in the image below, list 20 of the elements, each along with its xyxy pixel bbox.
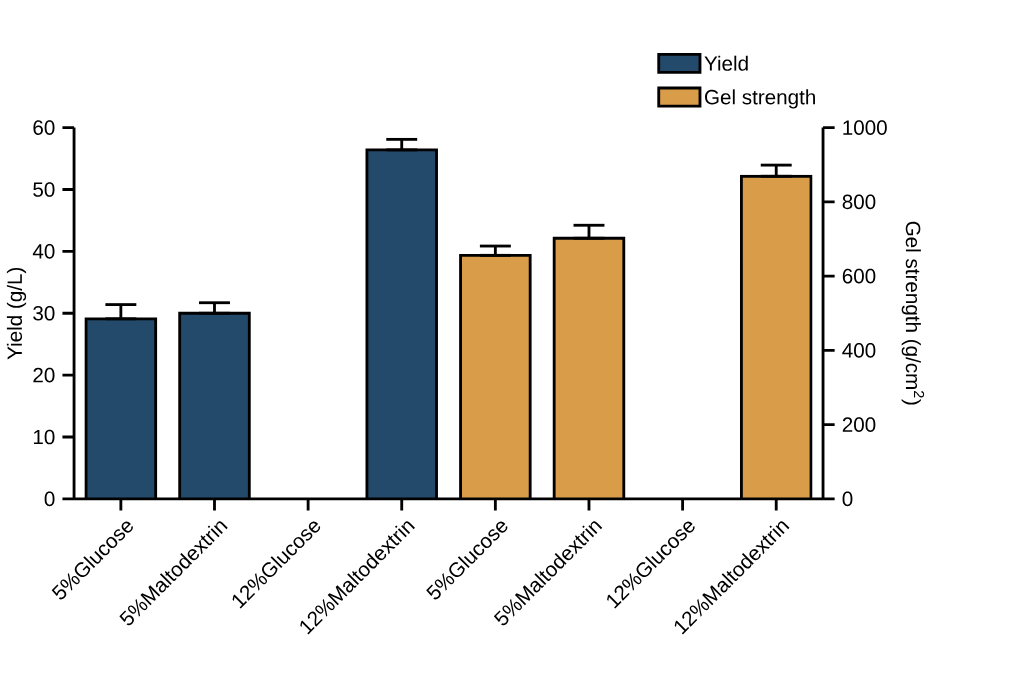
y2-axis-title: Gel strength (g/cm$^{2}$) (901, 221, 925, 405)
y2-tick-label: 400 (842, 342, 876, 358)
y-tick-label: 30 (33, 305, 55, 321)
y2-tick-label: 200 (842, 417, 876, 432)
y-tick-label: 10 (33, 429, 55, 445)
y-tick-label: 20 (33, 367, 55, 383)
y2-tick-label: 600 (842, 268, 876, 284)
legend-label: Yield (704, 55, 748, 71)
y-axis-title: Yield (g/L) (6, 267, 27, 360)
y-tick-label: 0 (44, 491, 55, 507)
y-tick-label: 60 (33, 120, 55, 135)
y2-tick-label: 0 (842, 491, 853, 507)
bar (179, 313, 250, 499)
bar (86, 318, 156, 499)
y-tick-label: 50 (33, 182, 55, 197)
y-tick-label: 40 (32, 243, 55, 259)
legend-label: Gel strength (705, 89, 815, 109)
bar (365, 148, 438, 499)
y2-tick-label: 800 (842, 194, 876, 210)
y2-tick-label: 1000 (843, 120, 887, 135)
